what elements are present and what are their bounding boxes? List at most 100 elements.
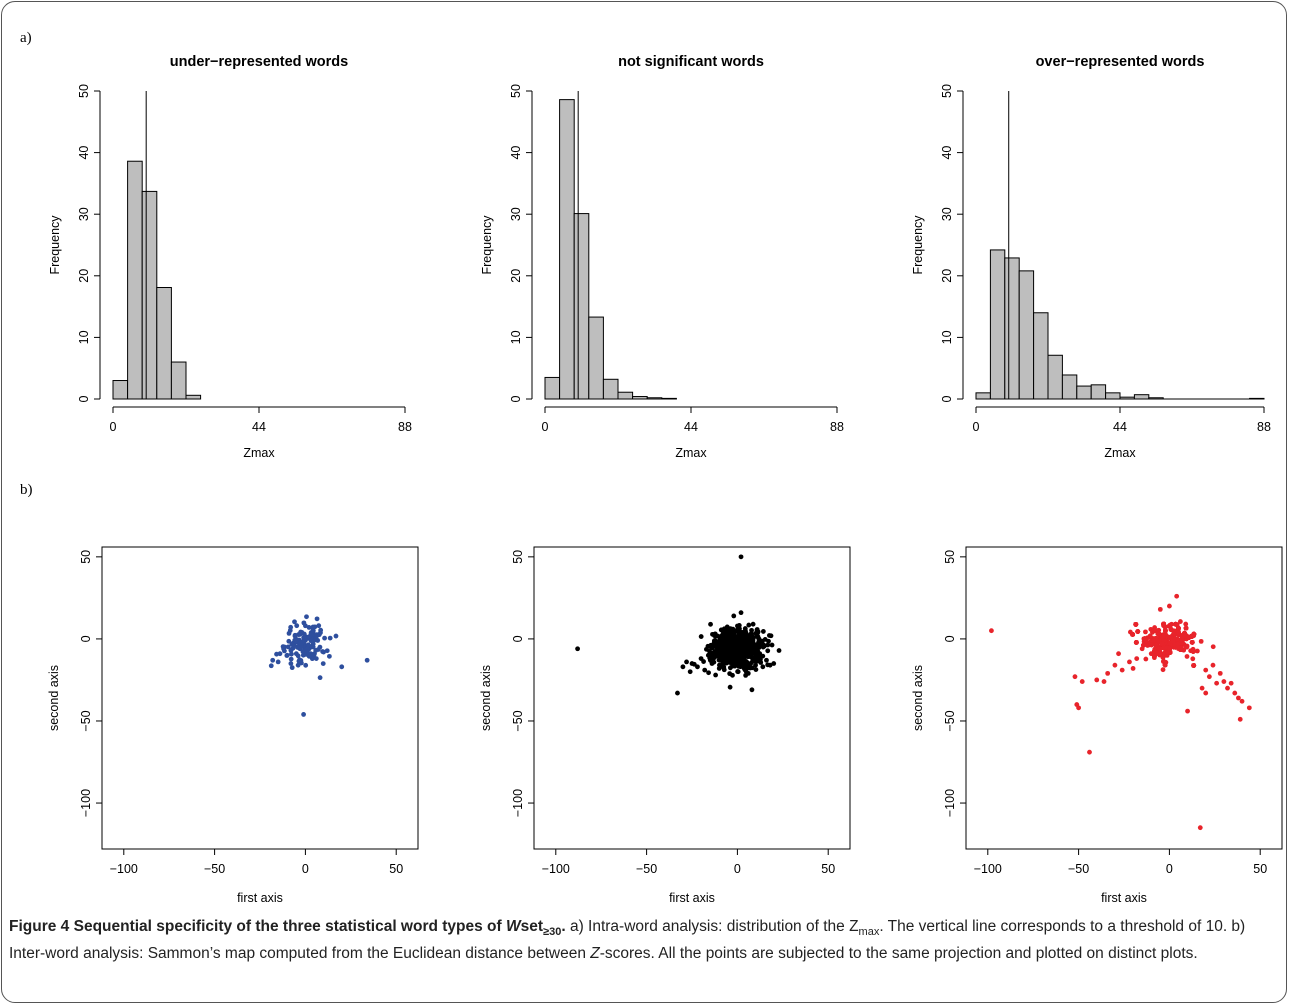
scatter-point (722, 626, 728, 632)
scatter-point (275, 659, 281, 665)
y-tick-label: 0 (79, 635, 93, 642)
y-tick-label: −50 (79, 710, 93, 731)
scatter-point (687, 669, 693, 675)
y-tick-label: 0 (77, 395, 91, 402)
scatter-point (1162, 662, 1168, 668)
scatter-point (735, 623, 740, 629)
scatter-point (1133, 621, 1139, 627)
scatter-point (728, 626, 733, 632)
scatter-point (1143, 656, 1149, 662)
scatter-point (292, 619, 297, 625)
scatter-point (301, 712, 306, 717)
scatter-point (289, 665, 295, 671)
x-tick-label: 88 (1257, 420, 1271, 434)
y-tick-label: 10 (940, 330, 954, 344)
scatter-point (698, 656, 704, 662)
caption-text-a: a) Intra-word analysis: distribution of … (565, 918, 859, 935)
scatter-point (285, 644, 291, 650)
scatter-point (288, 648, 294, 653)
scatter-point (1190, 656, 1196, 662)
scatter-point (1145, 643, 1151, 648)
x-axis-label: first axis (1101, 891, 1147, 905)
scatter-point (297, 657, 302, 663)
scatter-point (322, 635, 327, 641)
histogram-bar (975, 392, 991, 400)
scatter-point (750, 647, 756, 652)
scatter-point (745, 670, 751, 676)
histogram-bar (1133, 394, 1150, 400)
scatter-plot-2: −100 −50 0 50 first axis −100 −50 0 50 second axi… (479, 546, 851, 905)
scatter-point (1246, 705, 1252, 711)
x-tick-label: 88 (398, 420, 412, 434)
scatter-point (314, 632, 320, 638)
scatter-point (1157, 606, 1163, 612)
scatter-point (1168, 634, 1174, 640)
scatter-point (1156, 631, 1162, 637)
scatter-point (1225, 685, 1230, 691)
y-tick-label: 10 (77, 330, 91, 344)
scatter-point (1076, 705, 1081, 711)
y-tick-label: 20 (940, 269, 954, 283)
scatter-point (1191, 663, 1197, 668)
histogram-3: over−represented words 0 44 88 Zmax 0 10 20 30 40… (911, 54, 1271, 460)
caption-text-z: Z (590, 945, 600, 963)
scatter-point (327, 635, 333, 641)
scatter-point (755, 629, 761, 635)
histogram-bar (573, 213, 590, 400)
caption-title-sub: ≥30 (543, 926, 562, 939)
scatter-point (723, 644, 729, 650)
scatter-point (312, 651, 317, 657)
y-tick-label: −50 (511, 710, 525, 731)
scatter-point (739, 662, 745, 668)
y-axis-label: Frequency (48, 215, 62, 275)
scatter-point (731, 658, 737, 663)
y-tick-label: 30 (940, 207, 954, 221)
scatter-point (726, 641, 732, 647)
x-tick-label: 44 (1113, 420, 1127, 434)
scatter-point (749, 627, 754, 633)
scatter-point (333, 633, 339, 639)
histogram-2: not significant words 0 44 88 Zmax 0 10 20 30 40 5… (480, 54, 844, 460)
scatter-point (1130, 632, 1136, 637)
y-axis-label: Frequency (480, 215, 494, 275)
scatter-point (1101, 679, 1107, 684)
scatter-point (304, 614, 309, 620)
scatter-point (1228, 680, 1234, 686)
scatter-point (752, 650, 758, 656)
scatter-point (339, 664, 345, 670)
scatter-point (1163, 628, 1168, 633)
scatter-point (297, 646, 303, 652)
scatter-point (740, 649, 745, 655)
scatter-point (1167, 603, 1172, 609)
y-tick-label: 50 (77, 84, 91, 98)
scatter-point (765, 648, 771, 654)
scatter-point (300, 649, 306, 655)
scatter-point (270, 657, 276, 663)
y-tick-label: 40 (509, 146, 523, 160)
histogram-bar (559, 99, 575, 400)
x-tick-label: 0 (110, 420, 117, 434)
scatter-point (575, 646, 580, 652)
scatter-point (750, 657, 756, 662)
scatter-point (277, 651, 283, 657)
x-tick-label: 0 (1166, 862, 1173, 876)
y-tick-label: 20 (509, 269, 523, 283)
scatter-point (756, 656, 762, 662)
scatter-point (684, 659, 689, 665)
scatter-point (728, 632, 734, 638)
scatter-point (727, 684, 733, 690)
figure-canvas: under−represented words 0 44 88 Zmax 0 10 20 30 4… (47, 54, 1283, 905)
histogram-bar (544, 376, 561, 400)
histogram-bar (617, 391, 634, 400)
chart-title: not significant words (618, 54, 764, 70)
scatter-point (316, 623, 322, 629)
x-tick-label: 44 (252, 420, 266, 434)
histogram-bar (1061, 374, 1078, 400)
scatter-point (753, 662, 758, 668)
histogram-bar (112, 380, 129, 400)
scatter-point (292, 643, 297, 648)
plot-box (533, 546, 851, 850)
scatter-point (748, 631, 754, 637)
y-tick-label: 0 (509, 395, 523, 402)
caption-title-dot: . (561, 918, 566, 935)
